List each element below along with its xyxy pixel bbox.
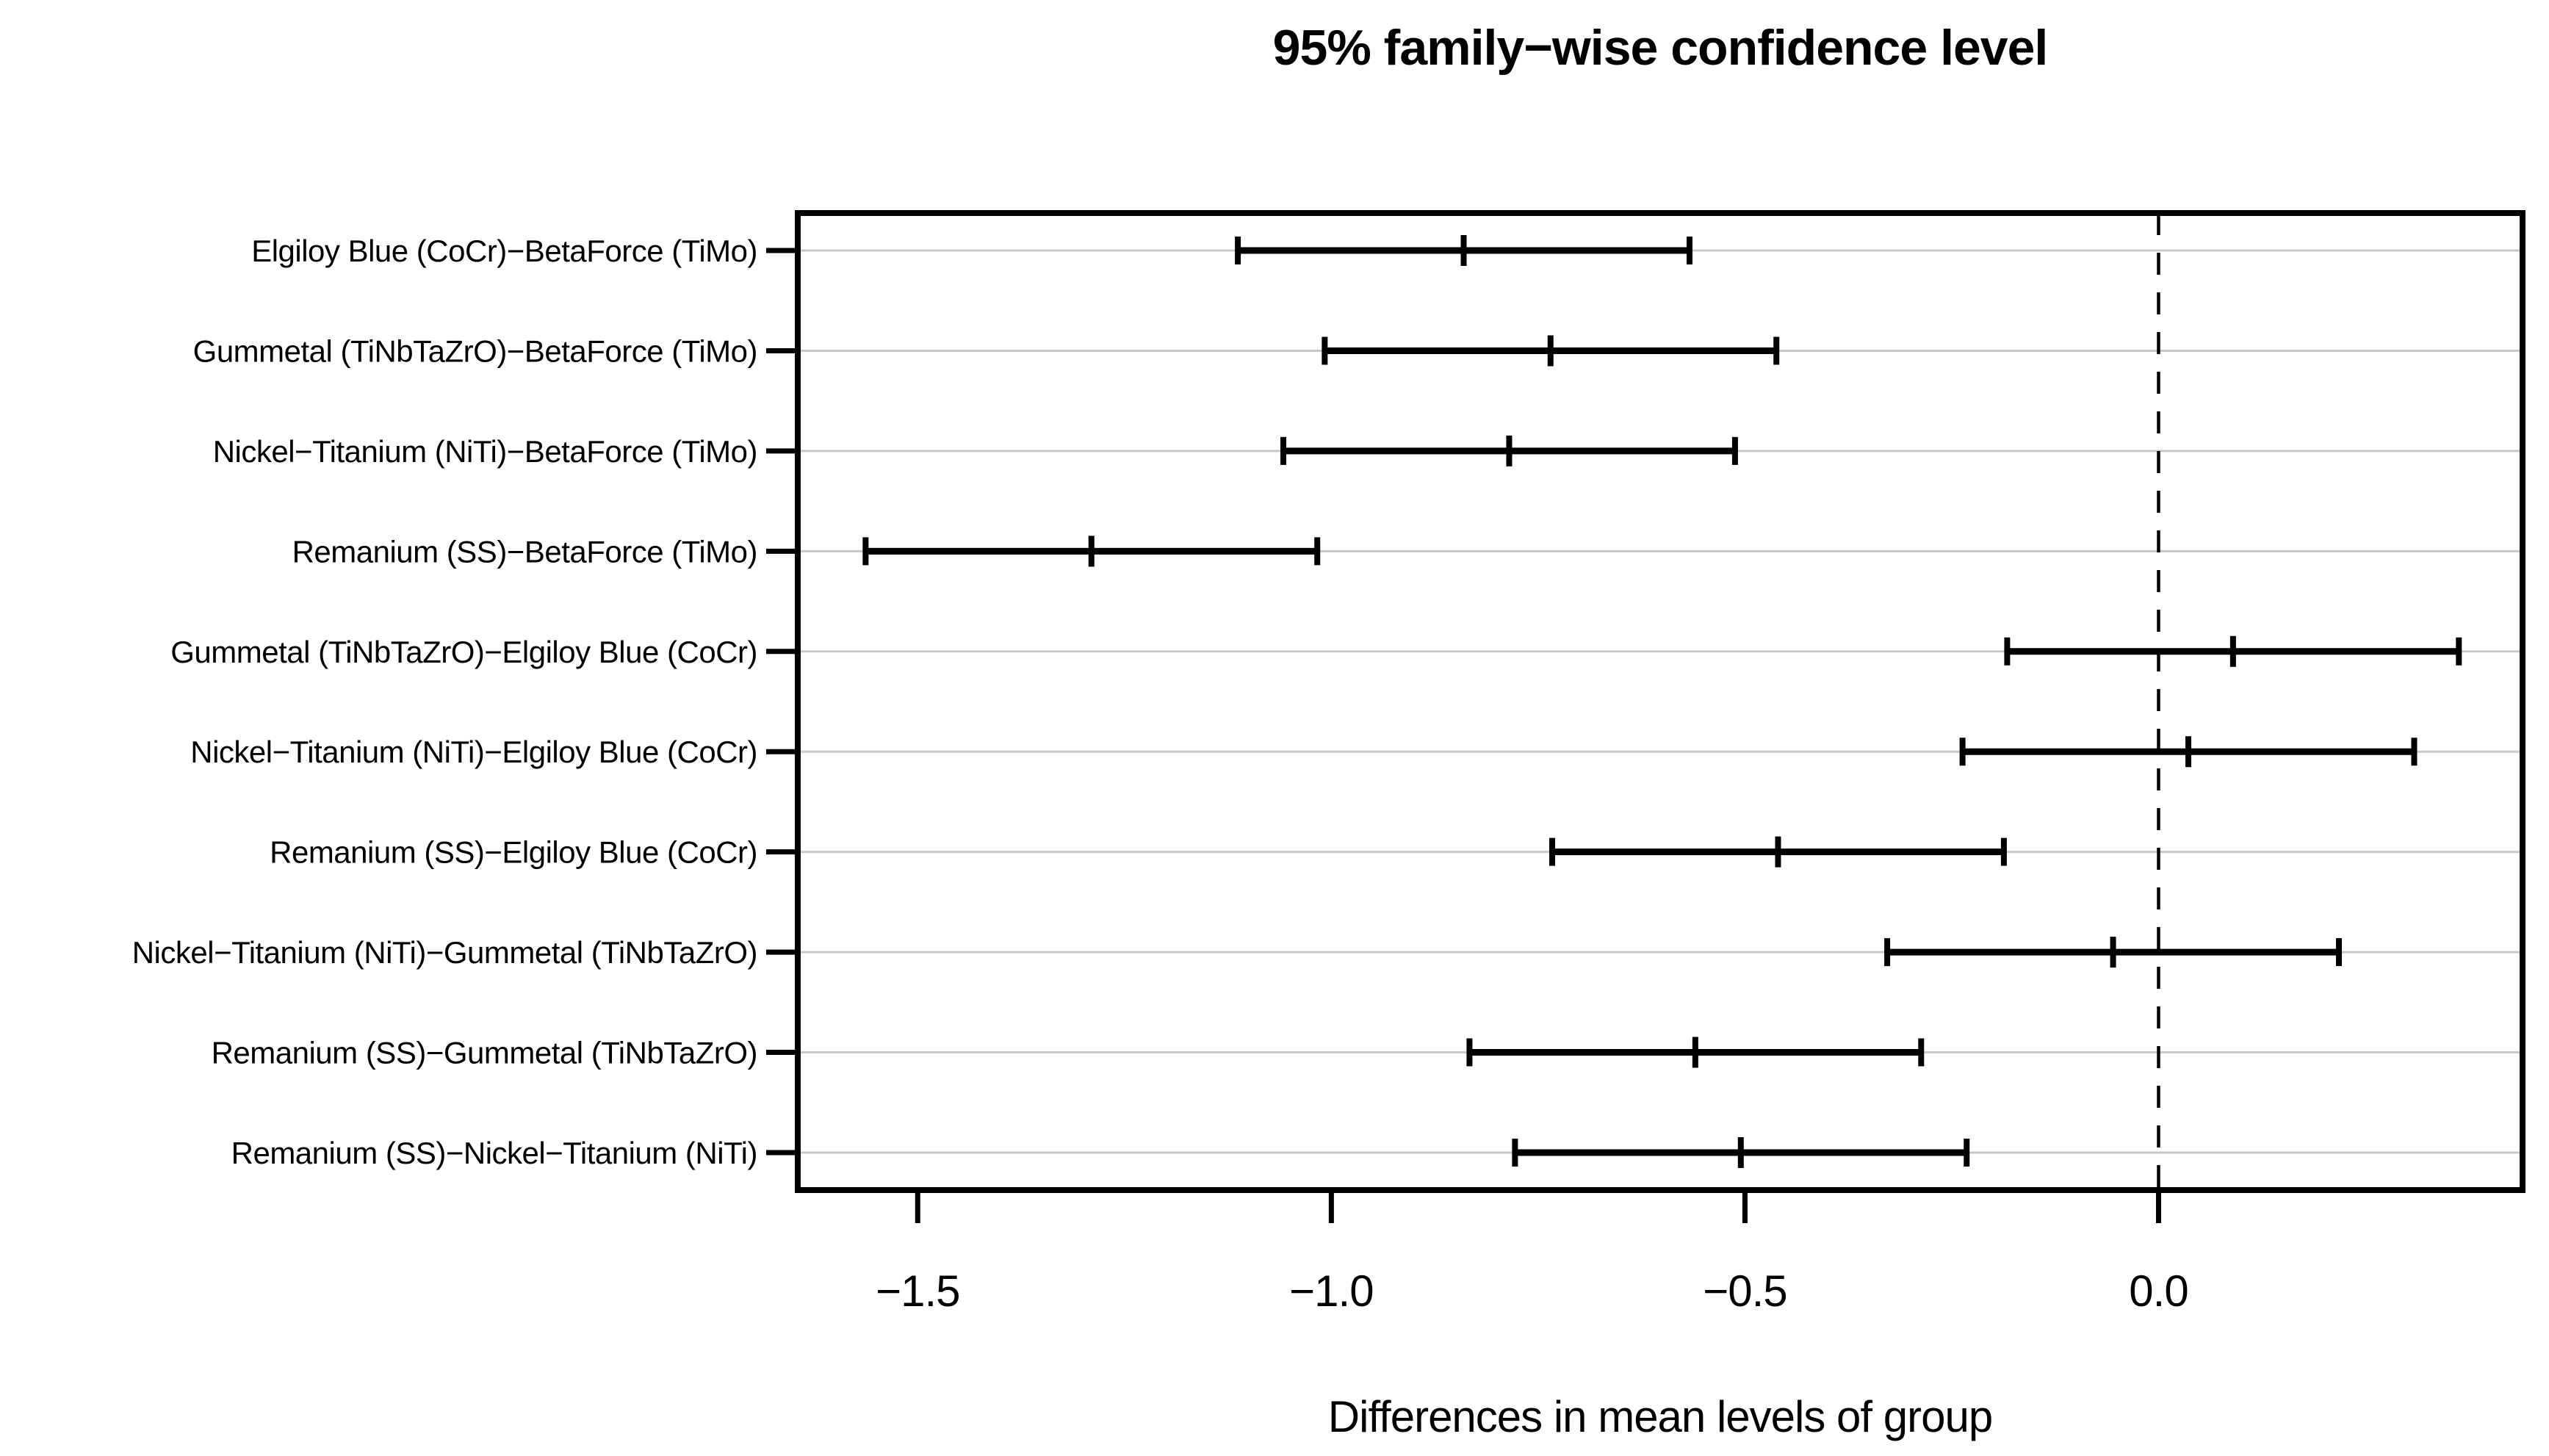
y-axis-label: Remanium (SS)−Elgiloy Blue (CoCr) (270, 835, 757, 870)
y-axis-label: Nickel−Titanium (NiTi)−BetaForce (TiMo) (213, 434, 757, 469)
x-axis-tick-label: −1.5 (876, 1266, 959, 1316)
y-axis-label: Remanium (SS)−Gummetal (TiNbTaZrO) (212, 1036, 757, 1070)
y-axis-label: Gummetal (TiNbTaZrO)−Elgiloy Blue (CoCr) (170, 635, 757, 669)
x-axis-tick-label: −1.0 (1289, 1266, 1373, 1316)
chart-title: 95% family−wise confidence level (1272, 20, 2049, 76)
x-axis-tick-label: 0.0 (2129, 1266, 2188, 1316)
x-axis-tick-label: −0.5 (1703, 1266, 1787, 1316)
y-axis-label: Nickel−Titanium (NiTi)−Gummetal (TiNbTaZ… (132, 935, 757, 970)
y-axis-label: Elgiloy Blue (CoCr)−BetaForce (TiMo) (251, 234, 757, 268)
y-axis-label: Remanium (SS)−Nickel−Titanium (NiTi) (231, 1136, 757, 1170)
y-axis-label: Remanium (SS)−BetaForce (TiMo) (292, 534, 757, 569)
x-axis-title: Differences in mean levels of group (1327, 1392, 1993, 1441)
y-axis-label: Gummetal (TiNbTaZrO)−BetaForce (TiMo) (193, 334, 757, 368)
y-axis-label: Nickel−Titanium (NiTi)−Elgiloy Blue (CoC… (190, 735, 757, 769)
plot-frame (795, 210, 2525, 1193)
